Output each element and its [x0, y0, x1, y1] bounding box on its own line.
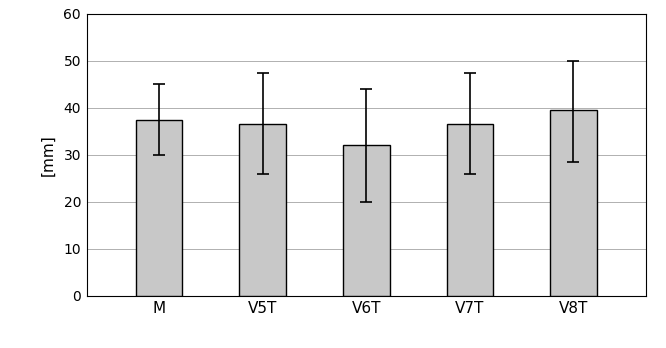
Bar — [550, 110, 597, 296]
Y-axis label: [mm]: [mm] — [40, 134, 55, 176]
Bar — [136, 120, 182, 296]
Bar — [343, 145, 390, 296]
Bar — [239, 124, 286, 296]
Bar — [447, 124, 494, 296]
